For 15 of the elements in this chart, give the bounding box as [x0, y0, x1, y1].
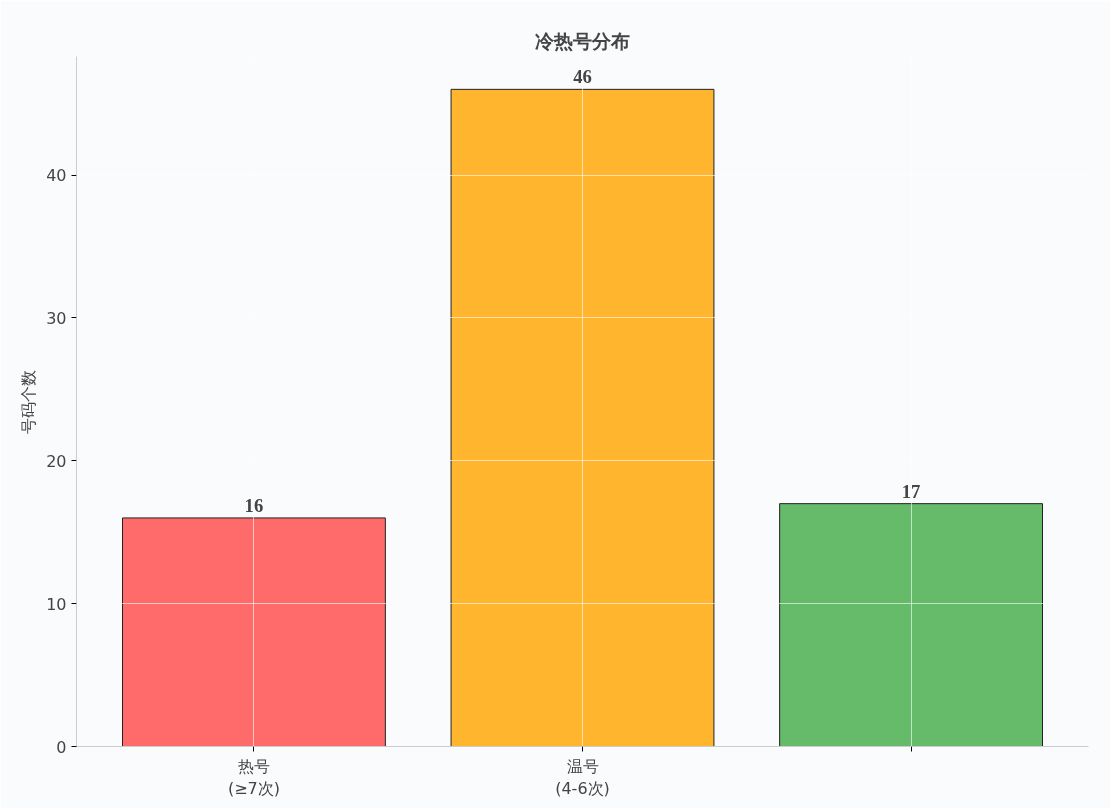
y-tick-label: 20 [46, 451, 67, 471]
x-tick-label: 热号 (≥7次) [227, 756, 280, 799]
bar [450, 88, 715, 747]
x-tick-label: 温号 (4-6次) [555, 756, 610, 799]
y-tick-label: 10 [46, 594, 67, 614]
bar [779, 503, 1043, 747]
bar [122, 517, 386, 747]
y-tick-label: 0 [56, 737, 67, 757]
data-label: 17 [901, 480, 921, 502]
data-label: 46 [573, 66, 592, 88]
y-tick-label: 30 [46, 308, 67, 328]
data-label: 16 [244, 494, 264, 516]
chart-title: 冷热号分布 [535, 30, 630, 52]
y-tick-label: 40 [46, 166, 67, 186]
y-axis-title: 号码个数 [19, 369, 39, 434]
